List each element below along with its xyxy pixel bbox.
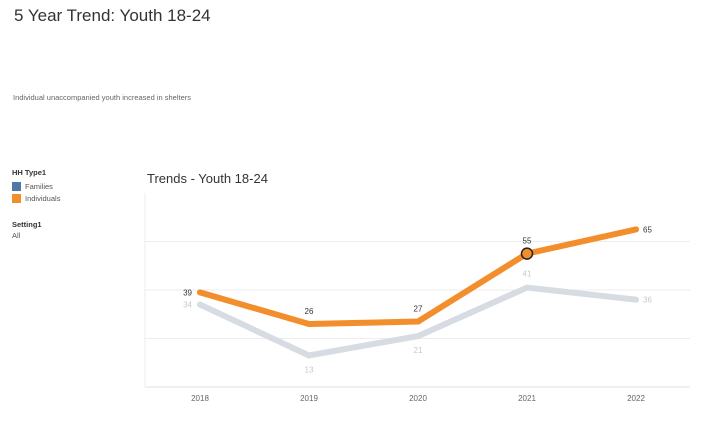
- x-tick-label: 2021: [518, 394, 536, 403]
- x-tick-label: 2020: [409, 394, 427, 403]
- legend-item-individuals[interactable]: Individuals: [12, 192, 132, 204]
- dashboard-subtitle: Individual unaccompanied youth increased…: [13, 93, 192, 102]
- data-points: [197, 226, 639, 359]
- chart-title: Trends - Youth 18-24: [147, 171, 268, 186]
- data-point-individuals: [415, 318, 421, 325]
- hh-type-legend: HH Type1 Families Individuals: [12, 168, 132, 204]
- setting-filter[interactable]: Setting1 All: [12, 220, 42, 240]
- x-tick-label: 2018: [191, 394, 209, 403]
- legend-title: HH Type1: [12, 168, 47, 177]
- data-point-families: [197, 301, 203, 308]
- x-axis-ticks: 2018 2019 2020 2021 2022: [191, 394, 645, 403]
- legend-item-families[interactable]: Families: [12, 180, 132, 192]
- data-label-individuals: 65: [643, 225, 652, 234]
- data-label-individuals: 39: [183, 288, 192, 297]
- data-point-individuals: [306, 320, 312, 327]
- data-point-families: [524, 284, 530, 291]
- data-label-families: 21: [414, 346, 423, 355]
- data-point-individuals: [520, 247, 534, 260]
- x-tick-label: 2022: [627, 394, 645, 403]
- data-label-families: 34: [183, 301, 192, 310]
- legend-label-individuals: Individuals: [25, 193, 61, 203]
- data-label-families: 13: [305, 365, 314, 374]
- filter-value[interactable]: All: [12, 231, 21, 240]
- data-label-individuals: 55: [523, 237, 532, 246]
- x-tick-label: 2019: [300, 394, 318, 403]
- data-label-families: 36: [643, 296, 652, 305]
- data-labels: 39 26 27 55 65 34 13 21 41 36: [183, 225, 652, 374]
- gridlines: [144, 193, 690, 388]
- legend-label-families: Families: [25, 181, 53, 191]
- data-label-families: 41: [523, 270, 532, 279]
- data-point-families: [415, 333, 421, 340]
- dashboard-title: 5 Year Trend: Youth 18-24: [14, 6, 211, 25]
- data-point-families: [633, 296, 639, 303]
- legend-swatch-families: [12, 181, 21, 191]
- data-point-individuals: [197, 289, 203, 296]
- legend-swatch-individuals: [12, 193, 21, 203]
- filter-title: Setting1: [12, 220, 42, 229]
- data-label-individuals: 27: [414, 305, 423, 314]
- data-label-individuals: 26: [305, 307, 314, 316]
- data-point-families: [306, 352, 312, 359]
- data-point-individuals: [633, 226, 639, 233]
